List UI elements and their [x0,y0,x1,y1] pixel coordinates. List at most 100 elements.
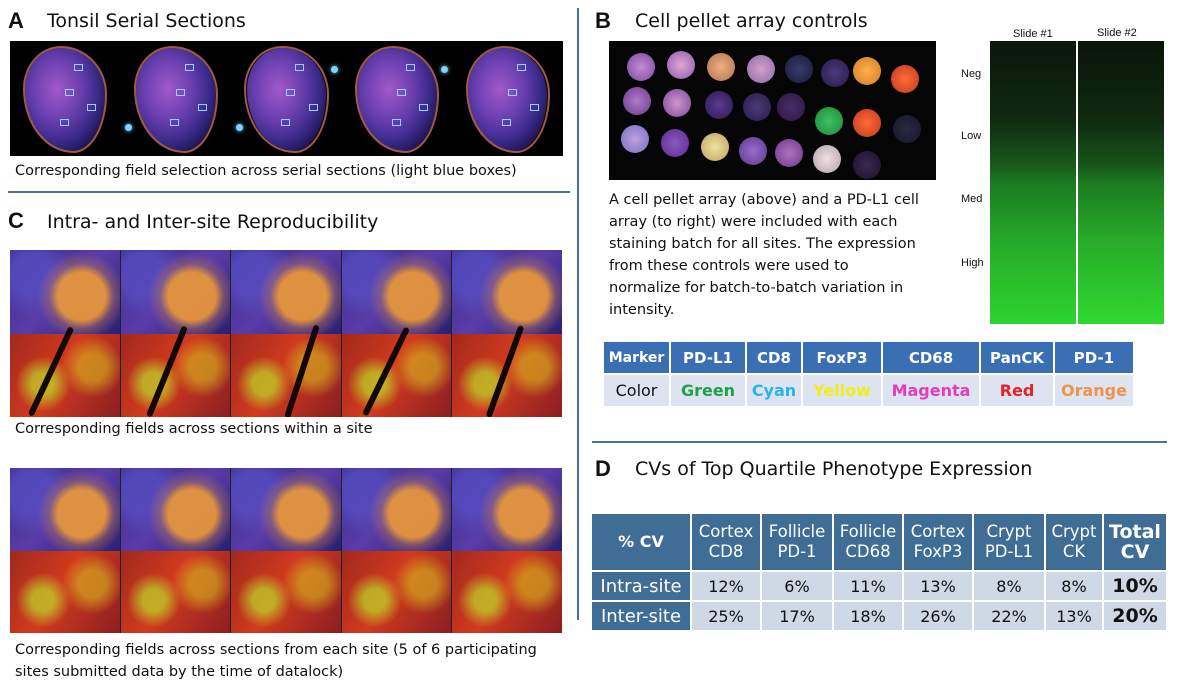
cv-header-row: % CV Cortex CD8 Follicle PD-1 Follicle CD68… [590,512,1168,572]
marker-color-table: Marker PD-L1 CD8 FoxP3 CD68 PanCK PD-1 C… [604,342,1135,406]
panel-d-title: CVs of Top Quartile Phenotype Expression [635,458,1033,480]
caption-line: Corresponding fields across sections fro… [15,642,537,658]
level-med-label: Med [961,193,983,205]
panel-c-caption-within-site: Corresponding fields across sections wit… [15,421,373,437]
pellet-disc [821,59,849,87]
tonsil-section [121,41,232,156]
cv-total-cell: 10% [1102,570,1168,602]
cv-row-intra: Intra-site 12% 6% 11% 13% 8% 8% 10% [590,570,1168,602]
pellet-disc [747,55,775,83]
description-line: from these controls were used to [609,258,849,274]
within-site-fields-image [10,250,562,417]
marker-name: PanCK [980,342,1055,374]
pellet-disc [815,107,843,135]
color-row-label: Color [604,373,671,406]
pellet-disc [853,57,881,85]
caption-line: sites submitted data by the time of data… [15,664,344,680]
pellet-disc [891,65,919,93]
marker-name: CD8 [746,342,803,374]
level-neg-label: Neg [961,68,982,80]
pellet-disc [775,139,803,167]
marker-color: Red [980,373,1055,406]
field-section [231,250,342,417]
field-section [341,250,453,417]
cv-cell: 6% [760,570,834,602]
field-section [120,250,232,417]
marker-color: Orange [1054,373,1135,406]
marker-header-label: Marker [604,342,671,374]
tonsil-section [231,41,342,156]
cv-cell: 17% [760,600,834,632]
cv-cell: 8% [972,570,1046,602]
marker-color: Yellow [802,373,883,406]
cv-cell: 8% [1044,570,1104,602]
panel-b-title: Cell pellet array controls [635,10,868,32]
field-section [452,468,562,633]
tonsil-section [342,41,453,156]
cv-cell: 11% [832,570,904,602]
cv-column-header: Follicle CD68 [832,512,904,572]
cv-cell: 22% [972,600,1046,632]
marker-name: PD-1 [1054,342,1135,374]
field-section [452,250,562,417]
pellet-disc [893,115,921,143]
description-line: A cell pellet array (above) and a PD-L1 … [609,192,919,208]
marker-name: CD68 [882,342,981,374]
pellet-disc [667,51,695,79]
cv-cell: 26% [902,600,974,632]
pellet-disc [853,109,881,137]
cv-column-header: Follicle PD-1 [760,512,834,572]
cv-column-header: Cortex FoxP3 [902,512,974,572]
slide-1-label: Slide #1 [1013,28,1053,40]
marker-name: PD-L1 [670,342,747,374]
pellet-disc [621,125,649,153]
pellet-disc [707,53,735,81]
panel-b-description: A cell pellet array (above) and a PD-L1 … [609,189,919,321]
divider-a-c [8,191,570,193]
slide-2-image [1078,41,1164,324]
panel-d-letter: D [595,456,611,481]
cv-cell: 12% [690,570,762,602]
cv-row-label: Intra-site [590,570,692,602]
panel-a-caption: Corresponding field selection across ser… [15,163,517,179]
panel-c-letter: C [8,208,24,233]
cv-total-cell: 20% [1102,600,1168,632]
marker-color: Magenta [882,373,981,406]
cv-cell: 25% [690,600,762,632]
pellet-disc [739,137,767,165]
field-section [341,468,453,633]
pellet-disc [785,55,813,83]
description-line: staining batch for all sites. The expres… [609,236,916,252]
pellet-disc [623,87,651,115]
description-line: array (to right) were included with each [609,214,898,230]
level-high-label: High [961,257,984,269]
slide-2-label: Slide #2 [1097,27,1137,39]
cv-row-label: Inter-site [590,600,692,632]
pellet-disc [627,53,655,81]
cv-total-header: Total CV [1102,512,1168,572]
pellet-disc [705,91,733,119]
panel-c-title: Intra- and Inter-site Reproducibility [47,211,379,233]
divider-b-d [592,441,1167,443]
field-section [231,468,342,633]
marker-color-row: Color Green Cyan Yellow Magenta Red Oran… [604,373,1135,406]
panel-c-caption-each-site: Corresponding fields across sections fro… [15,639,537,683]
marker-color: Green [670,373,747,406]
tonsil-section [10,41,121,156]
tonsil-section [452,41,563,156]
vertical-divider [577,8,579,620]
cv-column-header: Cortex CD8 [690,512,762,572]
panel-b-letter: B [595,8,611,33]
cv-row-inter: Inter-site 25% 17% 18% 26% 22% 13% 20% [590,600,1168,632]
pellet-disc [701,133,729,161]
pellet-disc [813,145,841,173]
slide-1-image [990,41,1076,324]
marker-color: Cyan [746,373,803,406]
tonsil-serial-sections-image [10,41,563,156]
description-line: intensity. [609,302,675,318]
cv-column-header: Crypt PD-L1 [972,512,1046,572]
field-section [10,468,121,633]
marker-name: FoxP3 [802,342,883,374]
pellet-disc [853,151,881,179]
panel-a-letter: A [8,8,24,33]
